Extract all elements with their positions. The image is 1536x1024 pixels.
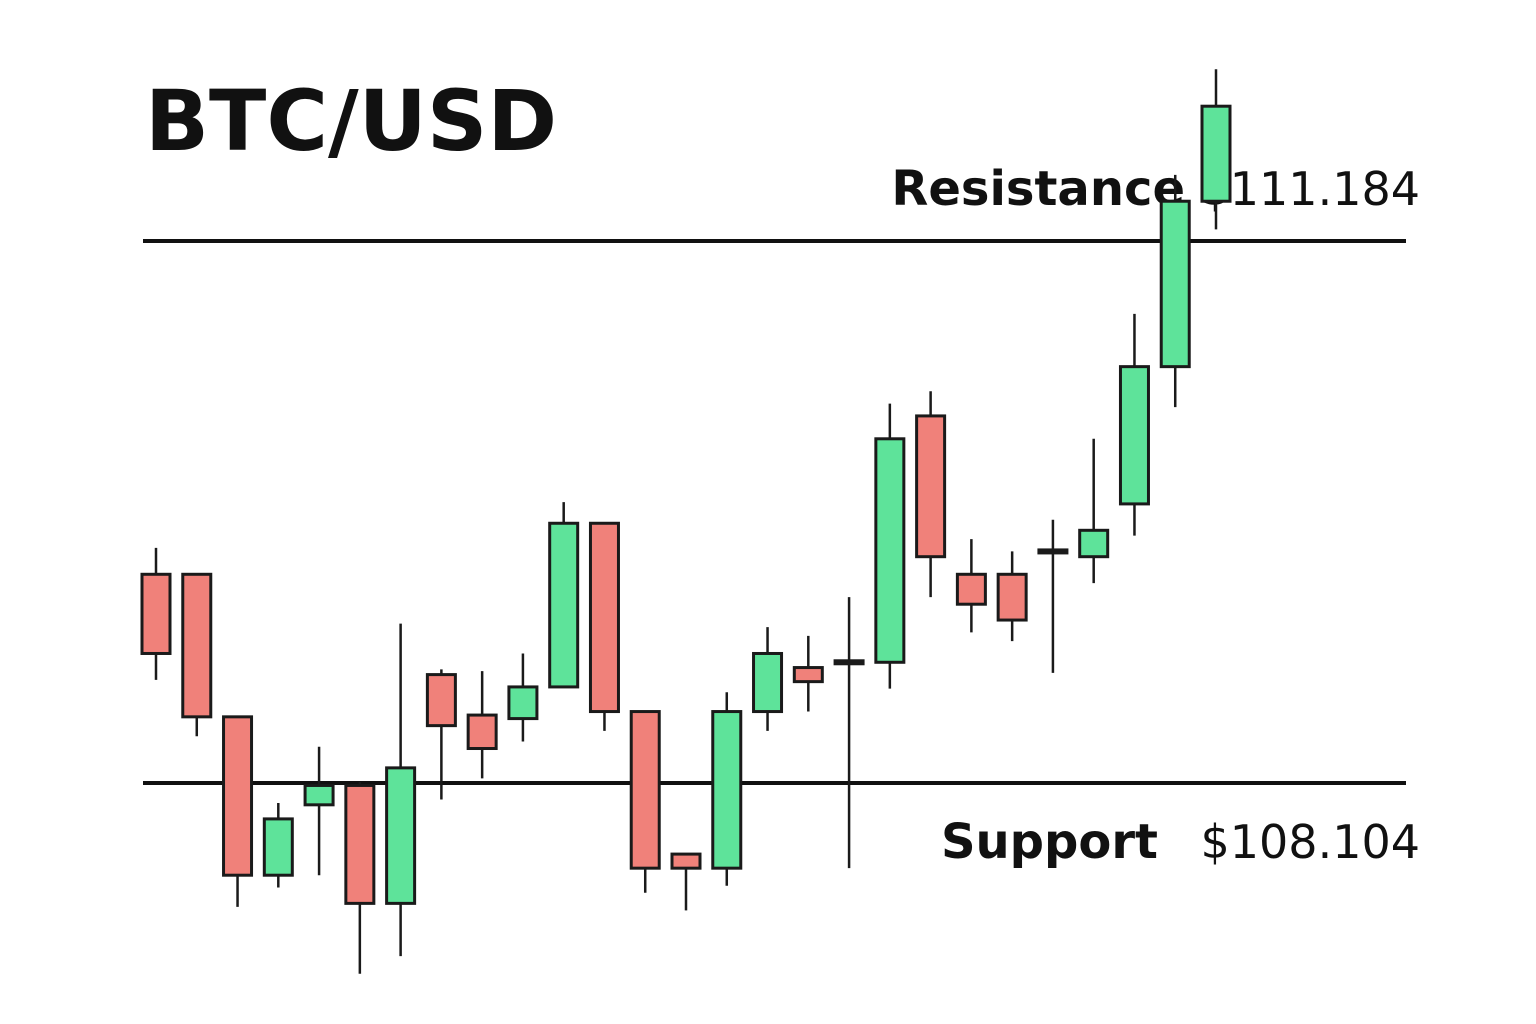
resistance-label: Resistance xyxy=(891,161,1185,217)
candle-body-up xyxy=(1118,365,1150,506)
candle-body-up xyxy=(752,651,784,714)
candle-body-down xyxy=(629,710,661,870)
candle-body-up xyxy=(548,521,580,689)
candle-body-up xyxy=(874,437,906,664)
candle-body-down xyxy=(915,414,947,559)
candle-body-up xyxy=(833,659,865,666)
candle-body-down xyxy=(466,713,498,751)
candle-body-down xyxy=(222,715,254,877)
candle-body-down xyxy=(425,673,457,728)
candle-body-down xyxy=(996,572,1028,622)
candle-body-down xyxy=(344,783,376,905)
candle-body-up xyxy=(262,817,294,877)
candle-body-up xyxy=(1159,199,1191,369)
candles-group xyxy=(140,69,1232,974)
candle-body-down xyxy=(670,852,702,870)
candle-body-up xyxy=(1200,104,1232,203)
candle-body-up xyxy=(1078,528,1110,559)
candle-body-up xyxy=(303,783,335,807)
candle-body-down xyxy=(792,666,824,684)
candle-body-down xyxy=(140,572,172,655)
support-value: $108.104 xyxy=(1201,815,1421,869)
resistance-value: $111.184 xyxy=(1201,162,1421,216)
candle-body-up xyxy=(711,710,743,870)
candle-body-down xyxy=(588,521,620,714)
candle-body-down xyxy=(181,572,213,719)
candle-body-down xyxy=(955,572,987,606)
candle-body-up xyxy=(507,685,539,721)
candle-body-up xyxy=(1037,548,1069,555)
support-label: Support xyxy=(941,814,1158,870)
chart-title: BTC/USD xyxy=(145,72,557,170)
candle-body-up xyxy=(385,766,417,905)
